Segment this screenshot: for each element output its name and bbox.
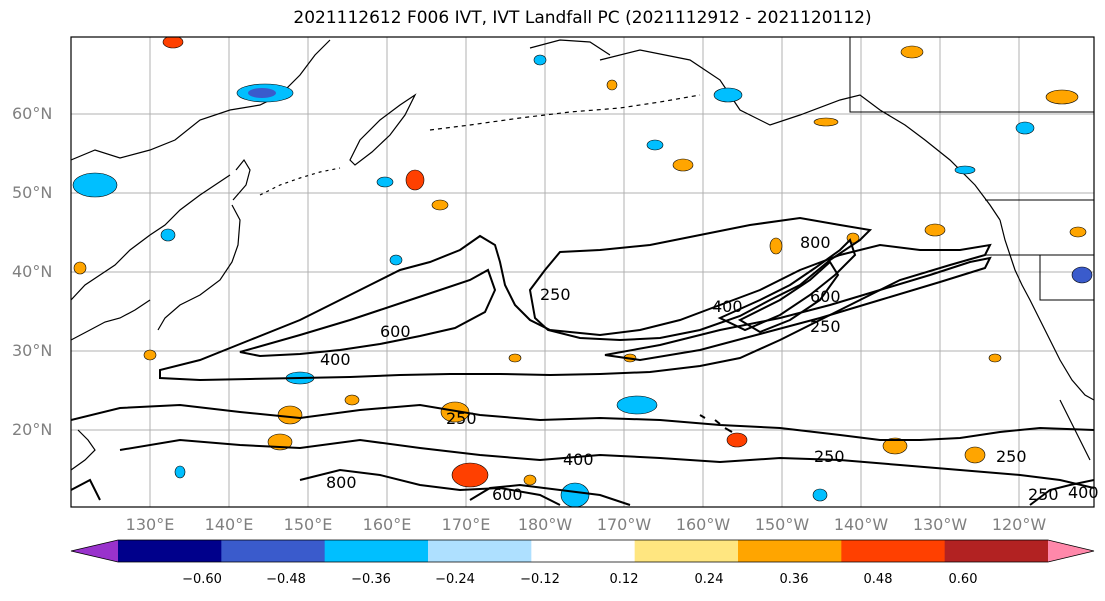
coastlines <box>71 37 1094 471</box>
lat-label: 20°N <box>12 420 53 439</box>
colorbar-segment <box>738 540 842 562</box>
contour-label: 400 <box>320 350 351 369</box>
lon-label: 170°W <box>596 515 652 534</box>
colorbar-tick-label: −0.48 <box>266 572 306 587</box>
colorbar-tick-label: −0.36 <box>351 572 391 587</box>
contour-label-group: 250 400 600 800 250 400 600 800 250 600 … <box>320 233 1099 504</box>
colorbar <box>70 539 1095 563</box>
colorbar-segment <box>841 540 946 562</box>
lon-label: 150°E <box>283 515 333 534</box>
lon-label: 130°E <box>125 515 175 534</box>
ivt-contours <box>71 216 1094 506</box>
contour-label: 250 <box>1028 485 1059 504</box>
colorbar-tick-label: −0.12 <box>520 572 560 587</box>
lon-label: 170°E <box>441 515 491 534</box>
contour-label: 400 <box>712 297 743 316</box>
colorbar-segment <box>944 540 1049 562</box>
contour-label: 250 <box>540 285 571 304</box>
colorbar-outline <box>70 539 1095 563</box>
colorbar-tick-label: 0.36 <box>779 572 809 587</box>
contour-label: 250 <box>810 317 841 336</box>
colorbar-extend-min <box>71 540 118 562</box>
shading-positive <box>73 37 1087 488</box>
plot-frame <box>70 36 1095 508</box>
colorbar-segment <box>531 540 636 562</box>
lon-label: 150°W <box>754 515 810 534</box>
map-title: 2021112612 F006 IVT, IVT Landfall PC (20… <box>293 8 872 28</box>
lon-label: 140°W <box>833 515 889 534</box>
shading-negative <box>72 54 1093 507</box>
contour-label: 800 <box>800 233 831 252</box>
contour-label: 600 <box>810 287 841 306</box>
contour-label: 400 <box>563 450 594 469</box>
lon-label: 160°E <box>362 515 412 534</box>
lat-label: 40°N <box>12 262 53 281</box>
colorbar-segment <box>118 540 222 562</box>
colorbar-segment <box>634 540 739 562</box>
lon-label: 180°W <box>517 515 573 534</box>
contour-label: 800 <box>326 473 357 492</box>
colorbar-tick-label: 0.12 <box>609 572 639 587</box>
colorbar-segment <box>221 540 326 562</box>
contour-label: 600 <box>492 485 523 504</box>
lon-label: 120°W <box>991 515 1047 534</box>
colorbar-tick-label: 0.48 <box>863 572 893 587</box>
lon-label: 160°W <box>675 515 731 534</box>
contour-label: 250 <box>446 409 477 428</box>
colorbar-extend-max <box>1048 540 1094 562</box>
colorbar-tick-label: −0.24 <box>435 572 475 587</box>
colorbar-segment <box>428 540 532 562</box>
colorbar-tick-label: −0.60 <box>182 572 222 587</box>
contour-label: 250 <box>996 447 1027 466</box>
lon-label: 140°E <box>204 515 254 534</box>
lon-label: 130°W <box>912 515 968 534</box>
contour-label: 400 <box>1068 483 1099 502</box>
colorbar-tick-label: 0.24 <box>694 572 724 587</box>
contour-label: 250 <box>814 447 845 466</box>
colorbar-tick-label: 0.60 <box>948 572 978 587</box>
lat-label: 60°N <box>12 104 53 123</box>
lat-label: 50°N <box>12 183 53 202</box>
colorbar-segment <box>324 540 429 562</box>
contour-label: 600 <box>380 322 411 341</box>
lat-label: 30°N <box>12 341 53 360</box>
